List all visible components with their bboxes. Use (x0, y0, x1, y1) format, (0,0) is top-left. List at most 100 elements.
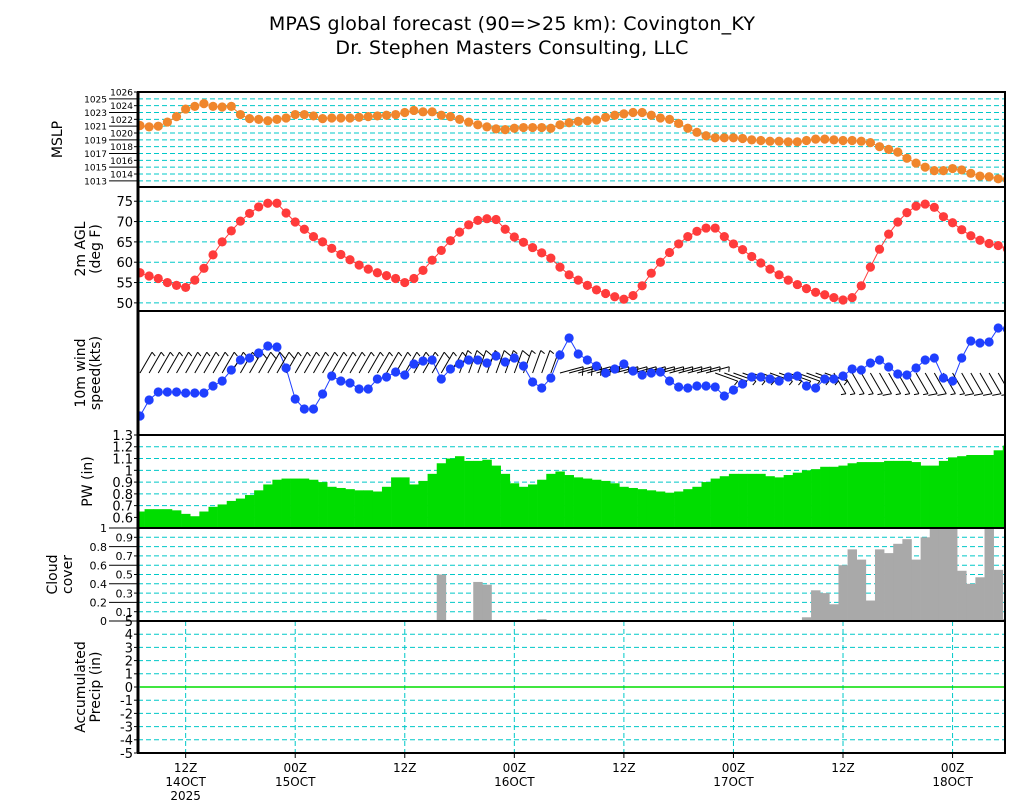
wind-barb (139, 351, 156, 374)
wind-barb-staff (678, 366, 702, 374)
wind10m-point (190, 388, 200, 398)
temp2m-point (208, 250, 218, 260)
pw-bar (436, 463, 447, 528)
mslp-point (336, 113, 346, 123)
mslp-point (601, 112, 611, 122)
x-tick-label: 17OCT (713, 775, 754, 789)
wind-barb (386, 351, 403, 374)
wind10m-point (436, 374, 446, 384)
mslp-point (692, 127, 702, 137)
wind-barb-feather (288, 351, 296, 360)
mslp-point (701, 131, 711, 141)
wind-barb-staff (148, 351, 162, 374)
mslp-point (509, 123, 519, 133)
pw-bar (235, 498, 246, 528)
cloud-bar (957, 570, 967, 621)
mslp-point (418, 107, 428, 117)
mslp-point (637, 107, 647, 118)
wind10m-point (199, 388, 209, 398)
wind-barb-feather (224, 351, 229, 357)
wind-barb-feather (549, 350, 555, 355)
chart-subtitle: Dr. Stephen Masters Consulting, LLC (335, 37, 689, 59)
pw-bar (856, 462, 867, 528)
y-axis-label: Precip (in) (88, 652, 104, 723)
y-tick-label: 0.9 (116, 531, 134, 544)
wind-barb (185, 351, 202, 374)
wind-barb-staff (879, 372, 892, 395)
wind10m-point (710, 382, 720, 392)
cloud-bar (884, 553, 894, 621)
wind10m-point (555, 350, 565, 360)
temp2m-point (646, 268, 656, 278)
temp2m-point (217, 237, 227, 247)
y-tick-label: 1022 (110, 116, 133, 126)
temp2m-point (263, 198, 273, 208)
y-tick-label: 1020 (110, 129, 133, 139)
temp2m-point (829, 292, 839, 303)
wind-barb-feather (913, 393, 920, 396)
wind10m-point (217, 376, 227, 386)
temp2m-point (683, 232, 693, 242)
wind-barb-feather (513, 350, 518, 355)
cloud-bar (929, 528, 940, 621)
x-tick-label: 00Z (283, 761, 307, 775)
wind10m-point (646, 368, 656, 378)
wind10m-point (318, 389, 328, 399)
pw-bar (801, 470, 812, 528)
wind10m-point (993, 323, 1003, 333)
pw-bar (427, 473, 438, 528)
wind-barb (961, 372, 975, 396)
y-tick-label: 1014 (110, 170, 133, 180)
cloud-bar (902, 539, 912, 621)
pw-bar (573, 477, 584, 528)
mslp-point (865, 137, 876, 148)
wind10m-point (966, 336, 976, 346)
wind10m-point (491, 351, 501, 361)
mslp-point (591, 115, 602, 125)
pw-bar (327, 486, 337, 528)
wind10m-point (938, 373, 949, 383)
wind-barb (194, 351, 211, 374)
panel-wind10m: 10m wind speed(kts) (73, 310, 1006, 436)
wind-barb (568, 366, 593, 376)
mslp-point (838, 135, 848, 146)
pw-bar (345, 489, 355, 528)
pw-bar (619, 486, 629, 528)
wind10m-point (409, 359, 419, 369)
wind-barb-feather (825, 380, 830, 386)
pw-bar (674, 491, 684, 528)
wind10m-point (527, 377, 538, 387)
y-tick-label: -1 (120, 694, 133, 709)
wind-barb-feather (882, 393, 892, 396)
y-axis-label: MSLP (50, 121, 66, 158)
mslp-point (929, 165, 939, 176)
pw-bar (874, 462, 885, 528)
wind10m-point (957, 353, 967, 363)
temp2m-point (427, 255, 437, 265)
pw-bar (692, 486, 702, 528)
wind10m-point (893, 369, 903, 379)
wind10m-point (254, 348, 264, 358)
y-tick-label: 1 (125, 668, 133, 683)
wind-barb-staff (860, 372, 874, 395)
wind-barb-feather (964, 393, 974, 396)
pw-bar (683, 489, 693, 528)
cloud-bar (865, 600, 876, 621)
pw-bar (473, 460, 483, 528)
wind10m-point (454, 359, 465, 369)
pw-bar (138, 511, 145, 528)
y-tick-label: 5 (125, 615, 133, 630)
wind-barb-staff (331, 351, 345, 374)
wind-barb-staff (185, 351, 199, 374)
wind-barb (888, 372, 902, 396)
pw-bar (445, 458, 456, 528)
mslp-point (244, 114, 255, 124)
wind-barb (431, 351, 451, 374)
wind10m-point (884, 362, 894, 372)
pw-bar (911, 462, 921, 528)
wind10m-point (181, 388, 191, 398)
temp2m-point (464, 220, 474, 230)
y-tick-label: 70 (116, 215, 133, 230)
temp2m-point (865, 262, 876, 272)
